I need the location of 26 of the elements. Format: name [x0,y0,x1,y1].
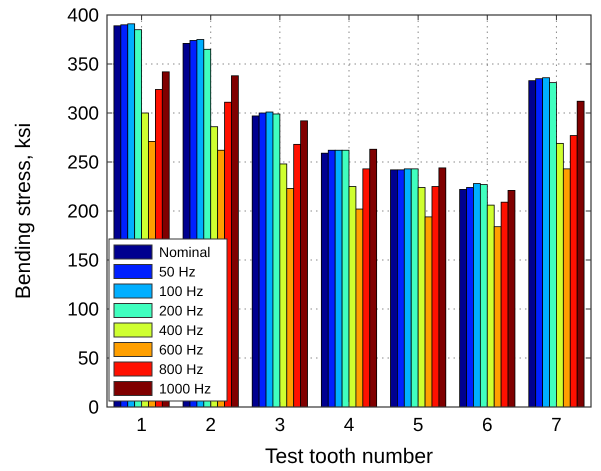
y-tick-label: 50 [78,348,99,370]
legend-label: 100 Hz [159,282,204,299]
y-tick-label: 0 [88,398,99,419]
y-tick-label: 300 [67,104,99,125]
y-tick-label: 150 [67,250,99,272]
legend-label: 50 Hz [159,263,196,280]
x-axis-title: Test tooth number [264,445,434,468]
y-tick-label: 250 [67,152,99,174]
y-tick-label: 200 [67,202,99,223]
x-tick-label: 6 [482,415,493,436]
legend-label: 600 Hz [159,341,204,358]
legend-label: 800 Hz [159,360,204,377]
legend-label: 1000 Hz [159,380,212,396]
x-tick-label: 2 [205,415,216,436]
x-tick-label: 3 [274,415,286,436]
y-tick-label: 400 [67,6,99,27]
y-tick-label: 350 [67,54,99,76]
y-tick-label: 100 [67,300,99,321]
y-axis-title: Bending stress, ksi [12,122,35,300]
x-tick-label: 7 [551,415,562,436]
legend-label: Nominal [159,244,210,260]
legend-label: 200 Hz [159,302,204,318]
x-tick-label: 4 [344,415,355,436]
x-tick-label: 5 [412,415,424,436]
legend-label: 400 Hz [159,322,204,338]
x-tick-label: 1 [136,415,147,436]
